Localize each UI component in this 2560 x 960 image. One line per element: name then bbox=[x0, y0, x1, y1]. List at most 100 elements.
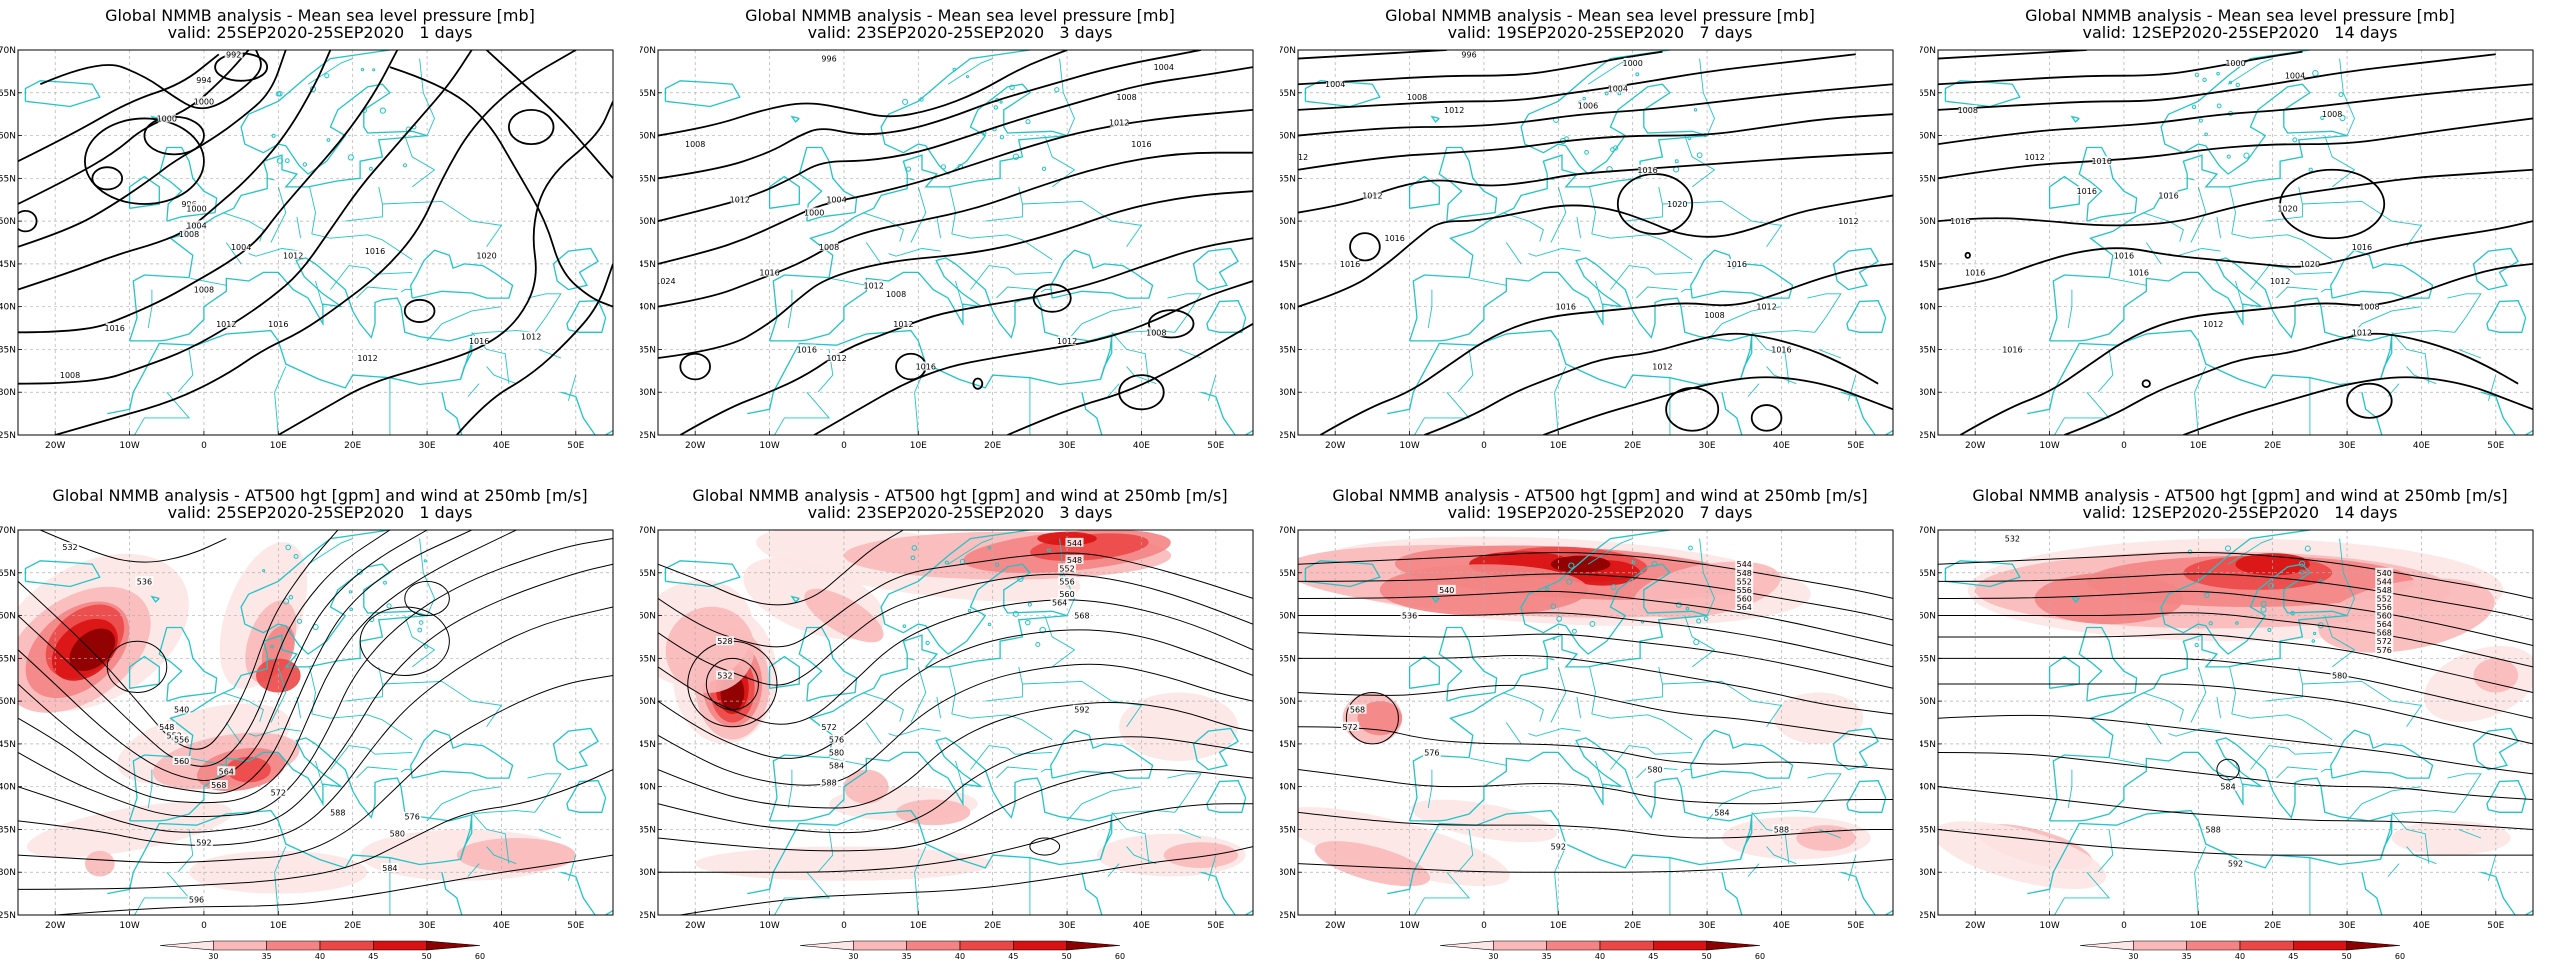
longitude-label: 10E bbox=[910, 921, 927, 931]
country-border bbox=[345, 666, 383, 702]
panel-title-valid: valid: 12SEP2020-25SEP2020 14 days bbox=[2082, 503, 2398, 522]
island-outline bbox=[1025, 619, 1031, 626]
contour-label: 1020 bbox=[476, 251, 496, 260]
coastline bbox=[2379, 814, 2393, 860]
colorbar-swatch bbox=[1599, 940, 1654, 951]
island-outline bbox=[905, 166, 912, 172]
panel-z500-7days: Global NMMB analysis - AT500 hgt [gpm] a… bbox=[1280, 480, 1920, 960]
island-outline bbox=[2191, 104, 2197, 110]
colorbar-tick-label: 45 bbox=[1008, 952, 1018, 960]
contour-label-bg bbox=[135, 576, 154, 586]
country-border bbox=[404, 615, 436, 668]
country-border bbox=[315, 760, 324, 787]
panel-z500-1day: Global NMMB analysis - AT500 hgt [gpm] a… bbox=[0, 480, 640, 960]
contour-label: 1012 bbox=[2352, 328, 2372, 337]
longitude-label: 20E bbox=[344, 921, 361, 931]
country-border bbox=[2145, 722, 2162, 745]
contour-label: 568 bbox=[1074, 612, 1089, 621]
height-contour bbox=[1938, 786, 2533, 830]
contour-label: 1000 bbox=[2225, 59, 2245, 68]
longitude-label: 10W bbox=[2039, 441, 2059, 451]
island-outline bbox=[1012, 610, 1019, 617]
island-outline bbox=[2308, 167, 2313, 172]
country-border bbox=[2110, 757, 2147, 766]
country-border bbox=[315, 280, 324, 307]
country-border bbox=[1684, 135, 1716, 188]
island-outline bbox=[2202, 77, 2207, 83]
country-border bbox=[2168, 728, 2221, 737]
latitude-label: 35N bbox=[1280, 825, 1296, 835]
coastline bbox=[2472, 247, 2519, 291]
country-border bbox=[225, 722, 242, 745]
contour-label-bg bbox=[2226, 57, 2245, 67]
colorbar-tick-label: 45 bbox=[2288, 952, 2298, 960]
closed-isobar bbox=[2346, 382, 2393, 419]
country-border bbox=[1111, 810, 1175, 815]
wind-speed-shading bbox=[456, 838, 576, 873]
contour-label: 564 bbox=[219, 767, 234, 776]
country-border bbox=[1751, 332, 1790, 384]
contour-label: 1008 bbox=[1407, 93, 1427, 102]
country-border bbox=[1595, 280, 1604, 307]
island-outline bbox=[296, 618, 303, 624]
contour-label-bg bbox=[1757, 301, 1776, 311]
country-border bbox=[1595, 760, 1604, 787]
country-border bbox=[888, 248, 941, 257]
country-border bbox=[1807, 293, 1842, 333]
colorbar-swatch bbox=[799, 940, 854, 951]
island-outline bbox=[2260, 606, 2267, 613]
longitude-label: 30E bbox=[418, 921, 435, 931]
map-canvas: 5325365405485525565605645685725765805845… bbox=[0, 526, 614, 960]
island-outline bbox=[2299, 569, 2305, 575]
latitude-label: 35N bbox=[640, 345, 656, 355]
country-border bbox=[1576, 216, 1582, 239]
height-contour bbox=[1298, 632, 1893, 689]
contour-label: 588 bbox=[1774, 825, 1789, 834]
coastline bbox=[1387, 809, 1741, 895]
contour-label-bg bbox=[2375, 644, 2394, 654]
country-border bbox=[538, 348, 562, 359]
country-border bbox=[2265, 186, 2303, 222]
contour-label-bg bbox=[827, 747, 846, 757]
contour-label: 552 bbox=[2377, 594, 2392, 603]
contour-label: 1012 bbox=[1652, 363, 1672, 372]
contour-label-bg bbox=[187, 203, 206, 213]
country-border bbox=[2235, 760, 2244, 787]
contour-label-bg bbox=[1298, 151, 1307, 161]
contour-label-bg bbox=[2375, 619, 2394, 629]
wind-speed-shading bbox=[1774, 692, 1864, 744]
contour-label: 1016 bbox=[365, 247, 385, 256]
country-border bbox=[1178, 348, 1202, 359]
longitude-label: 40E bbox=[1773, 441, 1790, 451]
colorbar-swatch bbox=[959, 940, 1014, 951]
contour-label: 1016 bbox=[1385, 234, 1405, 243]
island-outline bbox=[952, 67, 957, 72]
height-contour bbox=[1298, 769, 1893, 805]
country-border bbox=[2250, 745, 2333, 770]
coastline bbox=[1099, 814, 1113, 860]
contour-label-bg bbox=[1110, 117, 1129, 127]
colorbar-swatch bbox=[1653, 940, 1707, 951]
contour-label: 1008 bbox=[179, 230, 199, 239]
longitude-label: 20E bbox=[984, 441, 1001, 451]
country-border bbox=[274, 366, 287, 435]
colorbar-swatch bbox=[2133, 940, 2187, 951]
island-outline bbox=[2243, 152, 2250, 159]
island-outline bbox=[2292, 137, 2298, 143]
island-outline bbox=[369, 166, 373, 171]
latitude-label: 50N bbox=[640, 697, 656, 707]
island-outline bbox=[2312, 70, 2319, 77]
latitude-label: 30N bbox=[0, 388, 16, 398]
island-outline bbox=[1696, 152, 1703, 159]
colorbar-tick-label: 35 bbox=[1542, 952, 1552, 960]
isobar bbox=[18, 50, 287, 248]
latitude-label: 25N bbox=[0, 431, 16, 441]
island-outline bbox=[910, 555, 916, 561]
contour-label-bg bbox=[2375, 576, 2394, 586]
contour-label: 1008 bbox=[2322, 110, 2342, 119]
height-contour bbox=[1938, 551, 2533, 599]
height-contour bbox=[1298, 726, 1893, 771]
country-border bbox=[1589, 666, 1596, 714]
contour-label: 556 bbox=[174, 736, 189, 745]
colorbar-tick-label: 40 bbox=[2235, 952, 2245, 960]
